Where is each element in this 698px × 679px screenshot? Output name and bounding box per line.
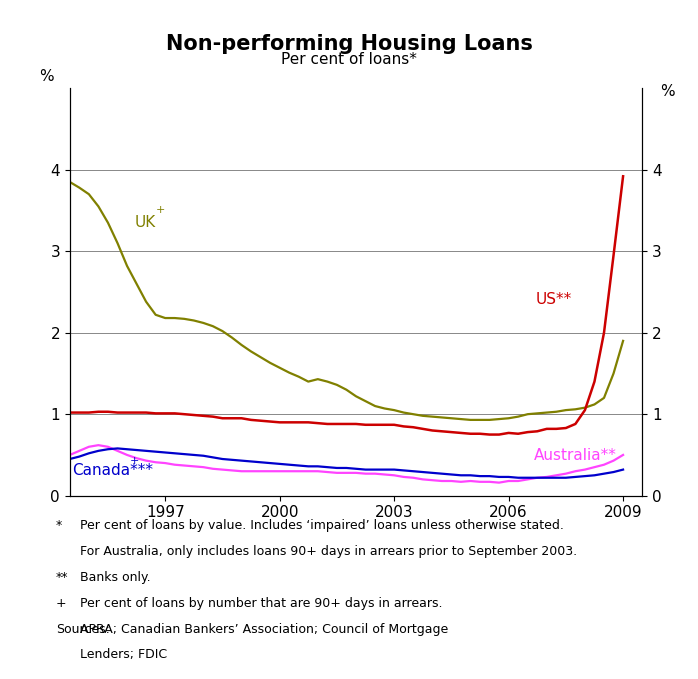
Text: Per cent of loans by value. Includes ‘impaired’ loans unless otherwise stated.: Per cent of loans by value. Includes ‘im… [80,519,564,532]
Text: +: + [130,456,139,466]
Text: *: * [56,519,62,532]
Text: Non-performing Housing Loans: Non-performing Housing Loans [165,34,533,54]
Text: Australia**: Australia** [533,448,616,463]
Text: Per cent of loans by number that are 90+ days in arrears.: Per cent of loans by number that are 90+… [80,597,443,610]
Text: US**: US** [535,292,572,307]
Y-axis label: %: % [660,84,675,99]
Text: Per cent of loans*: Per cent of loans* [281,52,417,67]
Text: Sources:: Sources: [56,623,110,636]
Text: +: + [56,597,66,610]
Text: Lenders; FDIC: Lenders; FDIC [80,648,168,661]
Text: APRA; Canadian Bankers’ Association; Council of Mortgage: APRA; Canadian Bankers’ Association; Cou… [80,623,449,636]
Text: For Australia, only includes loans 90+ days in arrears prior to September 2003.: For Australia, only includes loans 90+ d… [80,545,577,558]
Text: +: + [156,205,165,215]
Text: Canada***: Canada*** [72,463,153,478]
Y-axis label: %: % [40,69,54,84]
Text: UK: UK [135,215,156,230]
Text: Banks only.: Banks only. [80,571,151,584]
Text: **: ** [56,571,68,584]
